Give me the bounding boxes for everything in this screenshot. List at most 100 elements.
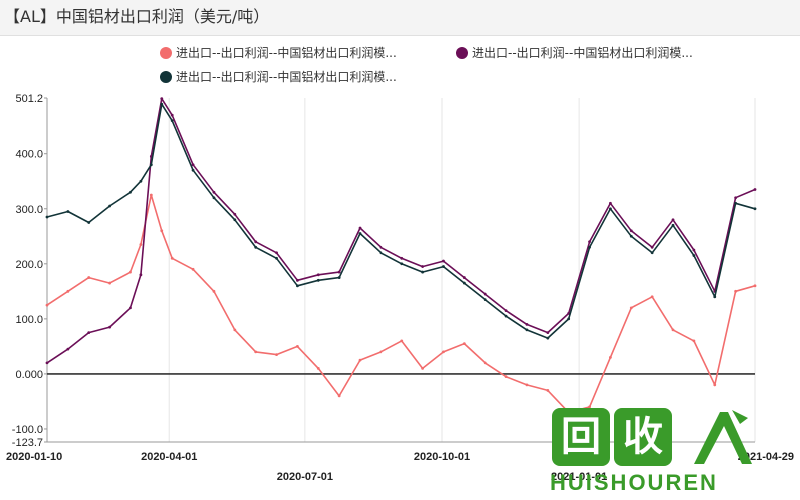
- series-1-point-18: [379, 350, 383, 354]
- series-1-point-10: [212, 289, 216, 293]
- series-3-point-0: [45, 215, 49, 219]
- series-2-point-25: [525, 322, 529, 326]
- x-tick-label-4: 2021-01-01: [551, 471, 607, 483]
- series-2-point-33: [692, 248, 696, 252]
- watermark-text: HUISHOUREN: [550, 470, 718, 495]
- series-2-point-30: [629, 229, 633, 233]
- series-1-point-9: [191, 267, 195, 271]
- y-tick-label-0: -123.7: [12, 437, 43, 449]
- watermark-box-2: [614, 408, 672, 466]
- x-tick-label-1: 2020-04-01: [141, 451, 197, 463]
- legend-item-series-1[interactable]: 进出口--出口利润--中国铝材出口利润模...: [160, 44, 397, 61]
- series-3-point-6: [149, 163, 153, 167]
- series-3-point-1: [66, 210, 70, 213]
- series-1-point-34: [713, 383, 717, 387]
- series-1-point-4: [129, 270, 132, 274]
- series-2-point-4: [129, 306, 132, 310]
- legend-item-series-3[interactable]: 进出口--出口利润--中国铝材出口利润模...: [160, 68, 397, 85]
- series-1-point-21: [442, 350, 445, 354]
- series-3-point-34: [713, 295, 717, 299]
- series-1-point-6: [149, 193, 153, 197]
- series-3-point-29: [609, 207, 612, 211]
- series-1-point-20: [421, 366, 425, 370]
- series-3-point-13: [275, 256, 278, 260]
- series-2-point-13: [275, 251, 278, 255]
- series-1-point-1: [66, 289, 70, 293]
- series-2-point-10: [212, 190, 216, 194]
- series-1-point-12: [254, 350, 258, 354]
- series-2-point-18: [379, 245, 383, 249]
- series-1-point-24: [504, 375, 508, 379]
- y-tick-label-3: 100.0: [15, 314, 43, 326]
- series-3-point-18: [379, 251, 383, 255]
- series-3-point-23: [483, 298, 487, 301]
- series-3-point-2: [87, 221, 91, 224]
- series-1-point-15: [316, 366, 320, 370]
- series-2-point-14: [296, 278, 299, 282]
- series-3-point-4: [129, 190, 132, 194]
- line-chart: -123.7-100.0 0.000 100.0 200.0 300.0 400.0 501…: [6, 93, 794, 483]
- series-2-point-35: [734, 196, 738, 200]
- series-1-point-0: [45, 303, 49, 307]
- series-2-point-29: [609, 201, 612, 205]
- series-1-point-11: [233, 328, 237, 332]
- x-tick-label-2: 2020-07-01: [277, 471, 333, 483]
- series-1-point-31: [650, 295, 654, 299]
- series-1-point-32: [671, 328, 675, 332]
- series-1-point-30: [629, 306, 633, 310]
- series-3-point-27: [567, 317, 571, 321]
- series-2-point-2: [87, 331, 91, 335]
- series-3-point-12: [254, 245, 258, 249]
- series-3-point-24: [504, 314, 508, 318]
- series-1-point-14: [296, 344, 299, 348]
- watermark-logo: 回 收 HUISHOUREN: [542, 400, 782, 500]
- series-3-point-15: [316, 278, 320, 282]
- series-2-point-9: [191, 163, 195, 167]
- series-1-point-7: [160, 229, 164, 233]
- legend-swatch-series-1: [160, 46, 172, 59]
- watermark-person-icon: [694, 410, 752, 464]
- series-3-point-17: [358, 232, 362, 235]
- series-2-point-17: [358, 226, 362, 230]
- legend-label-series-1: 进出口--出口利润--中国铝材出口利润模...: [176, 46, 397, 60]
- series-3-point-9: [191, 168, 195, 172]
- series-3-point-14: [296, 284, 299, 288]
- series-3-point-25: [525, 328, 529, 332]
- series-2-point-24: [504, 309, 508, 312]
- series-3-point-22: [462, 281, 466, 285]
- series-1-point-22: [462, 342, 466, 346]
- series-1-point-2: [87, 276, 91, 279]
- series-line-2: [46, 97, 756, 364]
- watermark-glyph-1: 回: [561, 414, 601, 460]
- series-2-point-23: [483, 292, 487, 296]
- series-2-point-19: [400, 256, 404, 260]
- series-1-point-16: [337, 394, 341, 398]
- series-2-point-11: [233, 212, 237, 216]
- series-3-point-11: [233, 218, 237, 222]
- series-2-point-26: [546, 331, 550, 335]
- series-1-point-33: [692, 339, 696, 343]
- series-1-point-25: [525, 383, 529, 387]
- series-3-point-36: [753, 207, 757, 211]
- series-1-point-29: [609, 355, 612, 359]
- y-tick-label-7: 501.2: [15, 93, 43, 105]
- series-2-point-15: [316, 273, 320, 277]
- watermark-glyph-2: 收: [623, 414, 663, 460]
- legend-item-series-2[interactable]: 进出口--出口利润--中国铝材出口利润模...: [456, 44, 693, 61]
- x-tick-label-3: 2020-10-01: [414, 451, 470, 463]
- series-3-point-16: [337, 276, 341, 279]
- series-2-point-1: [66, 347, 70, 351]
- series-line-3: [46, 103, 756, 339]
- series-3-point-19: [400, 262, 404, 266]
- series-2-point-5: [139, 273, 143, 277]
- series-3-point-26: [546, 336, 550, 340]
- series-2-point-3: [108, 325, 112, 329]
- legend-swatch-series-3: [160, 70, 172, 83]
- series-3-point-30: [629, 234, 633, 238]
- y-tick-label-2: 0.000: [15, 369, 43, 381]
- series-2-point-21: [442, 259, 445, 263]
- series-2-point-36: [753, 188, 757, 191]
- y-tick-label-6: 400.0: [15, 149, 43, 161]
- series-2-point-28: [588, 240, 591, 244]
- series-3-point-3: [108, 204, 112, 208]
